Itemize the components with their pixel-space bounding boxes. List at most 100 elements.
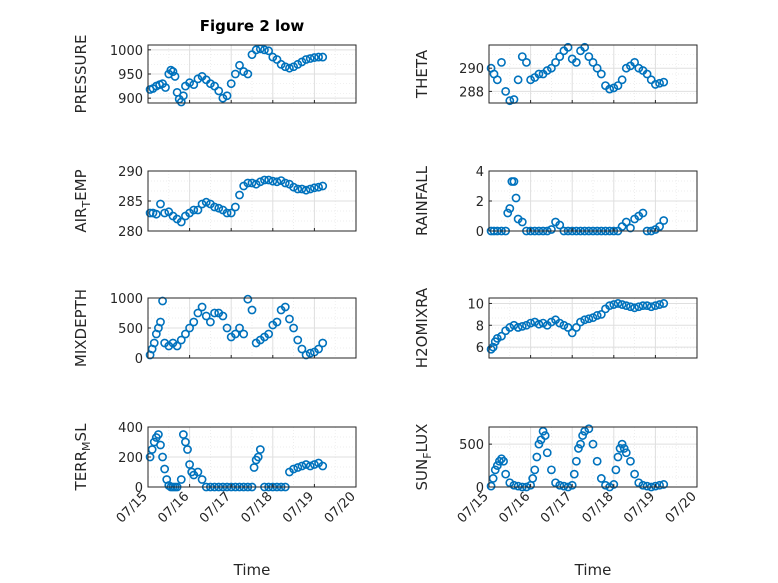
data-point bbox=[264, 46, 274, 56]
data-point bbox=[251, 45, 261, 55]
y-tick-label: 290 bbox=[118, 165, 143, 180]
data-point bbox=[149, 338, 159, 348]
data-point bbox=[659, 77, 669, 87]
data-point bbox=[659, 299, 669, 308]
x-tick-label: 07/17 bbox=[197, 489, 234, 526]
y-axis-label: TERRMSL bbox=[72, 423, 93, 492]
y-axis-label: THETA bbox=[413, 49, 431, 99]
data-point bbox=[509, 177, 519, 186]
data-point bbox=[642, 301, 652, 311]
data-point bbox=[534, 319, 544, 329]
data-point bbox=[540, 431, 550, 440]
data-point bbox=[318, 461, 328, 471]
y-tick-label: 0 bbox=[135, 352, 143, 367]
data-point bbox=[567, 328, 577, 338]
x-tick-label: 07/18 bbox=[580, 489, 617, 526]
data-point bbox=[293, 335, 303, 345]
data-point bbox=[156, 199, 165, 209]
data-point bbox=[505, 204, 515, 213]
data-point bbox=[205, 317, 215, 327]
x-axis-label: Time bbox=[233, 561, 271, 579]
data-point bbox=[243, 178, 253, 188]
data-point bbox=[655, 480, 664, 490]
data-point bbox=[596, 69, 606, 79]
data-point bbox=[293, 184, 303, 194]
data-point bbox=[559, 481, 569, 491]
data-point bbox=[567, 480, 577, 490]
data-point bbox=[492, 461, 502, 470]
data-point bbox=[222, 91, 232, 101]
data-point bbox=[243, 69, 253, 79]
data-point bbox=[517, 217, 527, 227]
y-axis-label: PRESSURE bbox=[72, 35, 90, 114]
data-point bbox=[501, 469, 511, 479]
data-point bbox=[160, 208, 170, 218]
data-point bbox=[161, 83, 170, 92]
data-point bbox=[176, 475, 186, 484]
data-point bbox=[193, 467, 203, 477]
x-tick-label: 07/19 bbox=[280, 489, 317, 526]
data-point bbox=[235, 190, 244, 200]
data-point bbox=[534, 439, 544, 449]
data-point bbox=[309, 460, 319, 469]
data-point bbox=[289, 464, 298, 474]
data-point bbox=[642, 69, 652, 79]
x-tick-label: 07/20 bbox=[322, 489, 359, 526]
y-tick-label: 0 bbox=[135, 481, 143, 496]
data-point bbox=[497, 331, 506, 341]
data-point bbox=[226, 208, 236, 218]
data-point bbox=[538, 426, 548, 436]
data-point bbox=[596, 474, 606, 483]
data-point bbox=[289, 323, 298, 333]
data-point bbox=[584, 424, 594, 434]
y-axis-label: H2OMIXRA bbox=[413, 287, 431, 368]
data-point bbox=[255, 445, 265, 454]
data-point bbox=[626, 302, 635, 312]
y-tick-label: 200 bbox=[118, 451, 143, 466]
data-point bbox=[555, 220, 565, 230]
y-tick-label: 0 bbox=[476, 225, 484, 240]
data-point bbox=[272, 317, 282, 327]
data-point bbox=[249, 463, 259, 472]
y-axis-label: SUNFLUX bbox=[413, 424, 434, 491]
data-point bbox=[486, 481, 496, 491]
x-tick-label: 07/17 bbox=[538, 489, 575, 526]
y-tick-label: 290 bbox=[459, 62, 484, 77]
data-point bbox=[289, 182, 298, 192]
data-point bbox=[522, 58, 531, 67]
data-point bbox=[619, 444, 629, 453]
data-point bbox=[651, 481, 660, 491]
data-point bbox=[151, 209, 161, 219]
data-point bbox=[555, 480, 565, 490]
data-point bbox=[230, 329, 240, 339]
data-point bbox=[301, 460, 311, 469]
data-point bbox=[630, 469, 639, 479]
x-tick-label: 07/19 bbox=[621, 489, 658, 526]
data-point bbox=[185, 323, 194, 333]
data-point bbox=[592, 311, 602, 320]
data-point bbox=[547, 465, 556, 475]
data-point bbox=[226, 79, 236, 89]
data-point bbox=[160, 464, 170, 474]
data-point bbox=[605, 84, 615, 94]
data-point bbox=[230, 202, 240, 212]
data-point bbox=[492, 75, 502, 85]
data-point bbox=[626, 223, 635, 233]
data-point bbox=[314, 344, 323, 354]
data-point bbox=[655, 222, 664, 231]
data-point bbox=[214, 86, 224, 96]
data-point bbox=[605, 301, 615, 311]
data-point bbox=[280, 178, 290, 188]
data-point bbox=[626, 456, 635, 466]
data-point bbox=[499, 456, 508, 466]
data-point bbox=[158, 296, 167, 306]
data-point bbox=[580, 315, 590, 325]
data-point bbox=[551, 58, 560, 67]
data-point bbox=[571, 58, 581, 67]
data-point bbox=[592, 456, 602, 466]
data-point bbox=[615, 444, 625, 453]
x-tick-label: 07/18 bbox=[239, 489, 276, 526]
y-tick-label: 285 bbox=[118, 195, 143, 210]
data-point bbox=[314, 182, 323, 192]
